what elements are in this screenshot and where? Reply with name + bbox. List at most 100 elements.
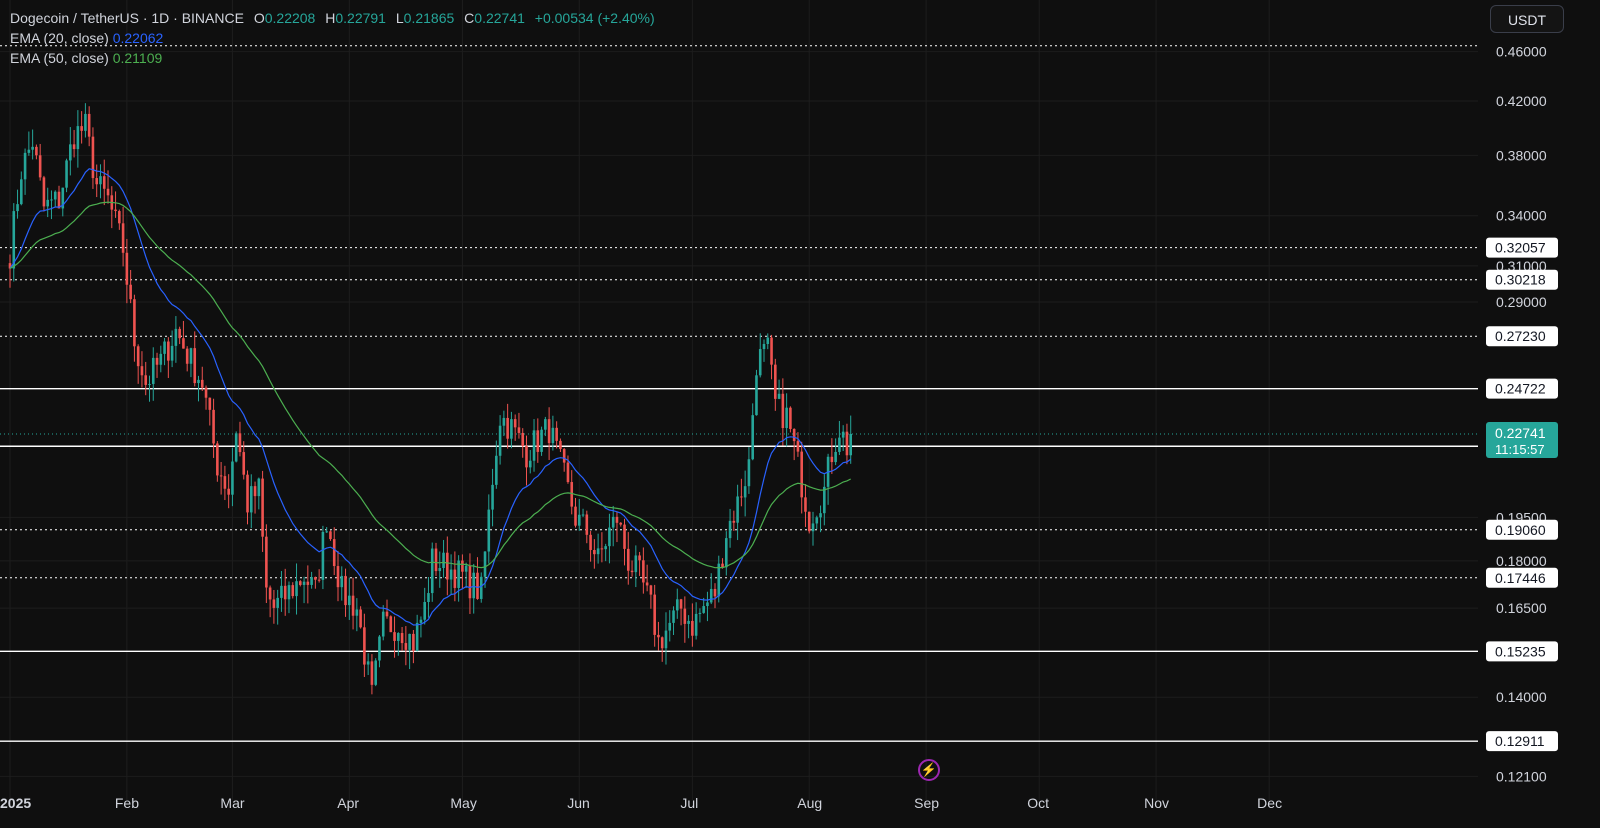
candle-body bbox=[35, 146, 38, 156]
candle-body bbox=[234, 433, 238, 462]
candle bbox=[321, 525, 325, 590]
candle-body bbox=[706, 602, 709, 607]
candle-body bbox=[23, 152, 27, 180]
candle-body bbox=[830, 456, 834, 463]
candle-body bbox=[242, 452, 246, 475]
candle-body bbox=[562, 449, 566, 463]
price-axis[interactable]: 0.460000.420000.380000.340000.310000.290… bbox=[1496, 44, 1547, 785]
candle bbox=[479, 572, 483, 603]
candle bbox=[562, 448, 566, 472]
candle bbox=[53, 190, 57, 208]
candle bbox=[389, 615, 393, 633]
candle bbox=[20, 171, 23, 206]
candle bbox=[242, 441, 246, 480]
candle-body bbox=[348, 595, 351, 606]
candle bbox=[291, 582, 295, 599]
candle-body bbox=[370, 661, 374, 685]
time-tick-label: Jul bbox=[680, 795, 698, 811]
candle-body bbox=[148, 383, 151, 385]
candle-body bbox=[182, 338, 185, 349]
ema-lines bbox=[9, 168, 852, 626]
candle-body bbox=[774, 364, 777, 399]
candle bbox=[653, 584, 656, 647]
candle bbox=[525, 435, 528, 486]
candle bbox=[845, 423, 849, 465]
ema20-legend[interactable]: EMA (20, close) 0.22062 bbox=[10, 28, 655, 48]
candle-body bbox=[544, 419, 547, 430]
candle-body bbox=[574, 506, 577, 526]
candle bbox=[559, 438, 562, 452]
candle bbox=[91, 127, 95, 189]
candle-body bbox=[321, 531, 325, 580]
candle-body bbox=[276, 597, 279, 608]
low-value: 0.21865 bbox=[403, 10, 455, 26]
candle bbox=[430, 542, 434, 602]
candle bbox=[8, 254, 12, 288]
candle-body bbox=[340, 575, 344, 588]
candle bbox=[272, 590, 276, 624]
candle-body bbox=[438, 567, 442, 572]
candle bbox=[532, 419, 536, 472]
candle-body bbox=[268, 587, 272, 600]
candlestick-series bbox=[8, 103, 853, 695]
candle bbox=[581, 508, 585, 518]
candle bbox=[706, 591, 709, 622]
candle bbox=[491, 468, 494, 527]
candle bbox=[27, 131, 31, 156]
candle-body bbox=[287, 585, 291, 600]
time-tick-label: Aug bbox=[797, 795, 822, 811]
candle bbox=[370, 654, 374, 695]
candle bbox=[506, 403, 509, 449]
candle-body bbox=[521, 432, 525, 446]
candle bbox=[679, 598, 683, 626]
candle-body bbox=[246, 474, 249, 513]
candle-body bbox=[359, 609, 362, 628]
candle bbox=[747, 447, 751, 494]
candle bbox=[359, 606, 362, 629]
candle bbox=[800, 441, 803, 514]
ema50-legend[interactable]: EMA (50, close) 0.21109 bbox=[10, 48, 655, 68]
time-tick-label: Dec bbox=[1257, 795, 1282, 811]
candle bbox=[536, 418, 540, 463]
candle-body bbox=[792, 428, 796, 442]
candle-body bbox=[660, 637, 664, 649]
level-badge-label: 0.24722 bbox=[1495, 381, 1546, 397]
candle bbox=[381, 605, 385, 641]
candle-body bbox=[140, 366, 144, 376]
time-axis[interactable]: 2025 Feb Mar Apr May Jun Jul Aug Sep Oct Nov Dec bbox=[0, 795, 1282, 811]
ema50-value: 0.21109 bbox=[112, 50, 163, 66]
candle-body bbox=[668, 622, 672, 631]
candle bbox=[412, 630, 415, 664]
candle-body bbox=[53, 191, 57, 200]
candle-body bbox=[638, 555, 641, 561]
candle-body bbox=[306, 581, 310, 585]
candle bbox=[717, 555, 721, 603]
candle-body bbox=[743, 486, 747, 498]
candle bbox=[159, 345, 163, 373]
candle bbox=[698, 608, 702, 623]
candle bbox=[528, 450, 532, 474]
candle-body bbox=[129, 284, 132, 300]
candle-body bbox=[510, 419, 513, 439]
candle bbox=[57, 185, 61, 209]
candle bbox=[449, 554, 453, 595]
time-tick-label: Apr bbox=[337, 795, 359, 811]
candle bbox=[770, 334, 773, 380]
currency-button[interactable]: USDT bbox=[1490, 5, 1564, 33]
candle bbox=[84, 103, 87, 138]
candle bbox=[774, 358, 777, 411]
candle-body bbox=[325, 531, 328, 533]
candle-body bbox=[423, 601, 426, 620]
candle-body bbox=[317, 579, 321, 581]
candle-body bbox=[721, 563, 724, 568]
candle bbox=[687, 615, 690, 639]
candle bbox=[415, 614, 419, 652]
candle bbox=[404, 626, 408, 666]
candle-body bbox=[819, 513, 822, 518]
candle-body bbox=[363, 627, 366, 665]
lightning-icon[interactable]: ⚡ bbox=[918, 759, 940, 781]
candle bbox=[823, 474, 826, 526]
candle bbox=[626, 532, 630, 585]
candle-body bbox=[642, 560, 645, 583]
